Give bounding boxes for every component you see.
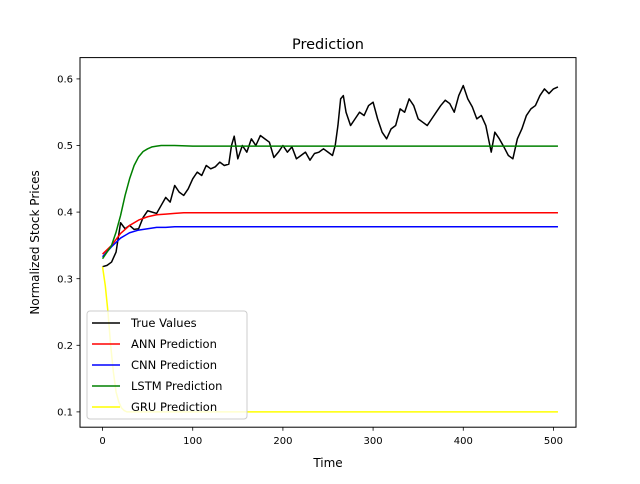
x-tick-label: 200	[273, 436, 292, 447]
x-tick-label: 100	[183, 436, 202, 447]
legend-label-4: GRU Prediction	[131, 400, 217, 414]
series-layer	[101, 84, 559, 413]
y-axis-label: Normalized Stock Prices	[28, 170, 42, 314]
legend-label-1: ANN Prediction	[131, 337, 217, 351]
legend-box	[86, 310, 248, 420]
x-axis-ticks: 0 100 200 300 400 500	[99, 427, 563, 447]
x-tick-label: 300	[364, 436, 383, 447]
y-tick-label: 0.4	[57, 208, 73, 219]
chart-title: Prediction	[292, 37, 364, 53]
x-tick-label: 400	[454, 436, 473, 447]
y-tick-label: 0.1	[57, 407, 73, 418]
y-axis-ticks: 0.1 0.2 0.3 0.4 0.5 0.6	[57, 75, 80, 418]
y-tick-label: 0.3	[57, 274, 73, 285]
y-tick-label: 0.5	[57, 141, 73, 152]
series-line-2	[101, 226, 558, 258]
x-axis-label: Time	[312, 456, 342, 470]
legend-label-2: CNN Prediction	[131, 358, 217, 372]
legend: True Values ANN Prediction CNN Prediction L…	[86, 310, 248, 420]
series-line-1	[102, 212, 558, 255]
series-line-3	[101, 144, 558, 260]
plot-frame	[79, 57, 577, 428]
legend-label-3: LSTM Prediction	[131, 379, 222, 393]
x-tick-label: 500	[544, 436, 563, 447]
x-tick-label: 0	[99, 436, 105, 447]
legend-label-0: True Values	[130, 316, 197, 330]
series-line-0	[102, 84, 559, 268]
y-tick-label: 0.6	[57, 75, 73, 86]
y-tick-label: 0.2	[57, 341, 73, 352]
